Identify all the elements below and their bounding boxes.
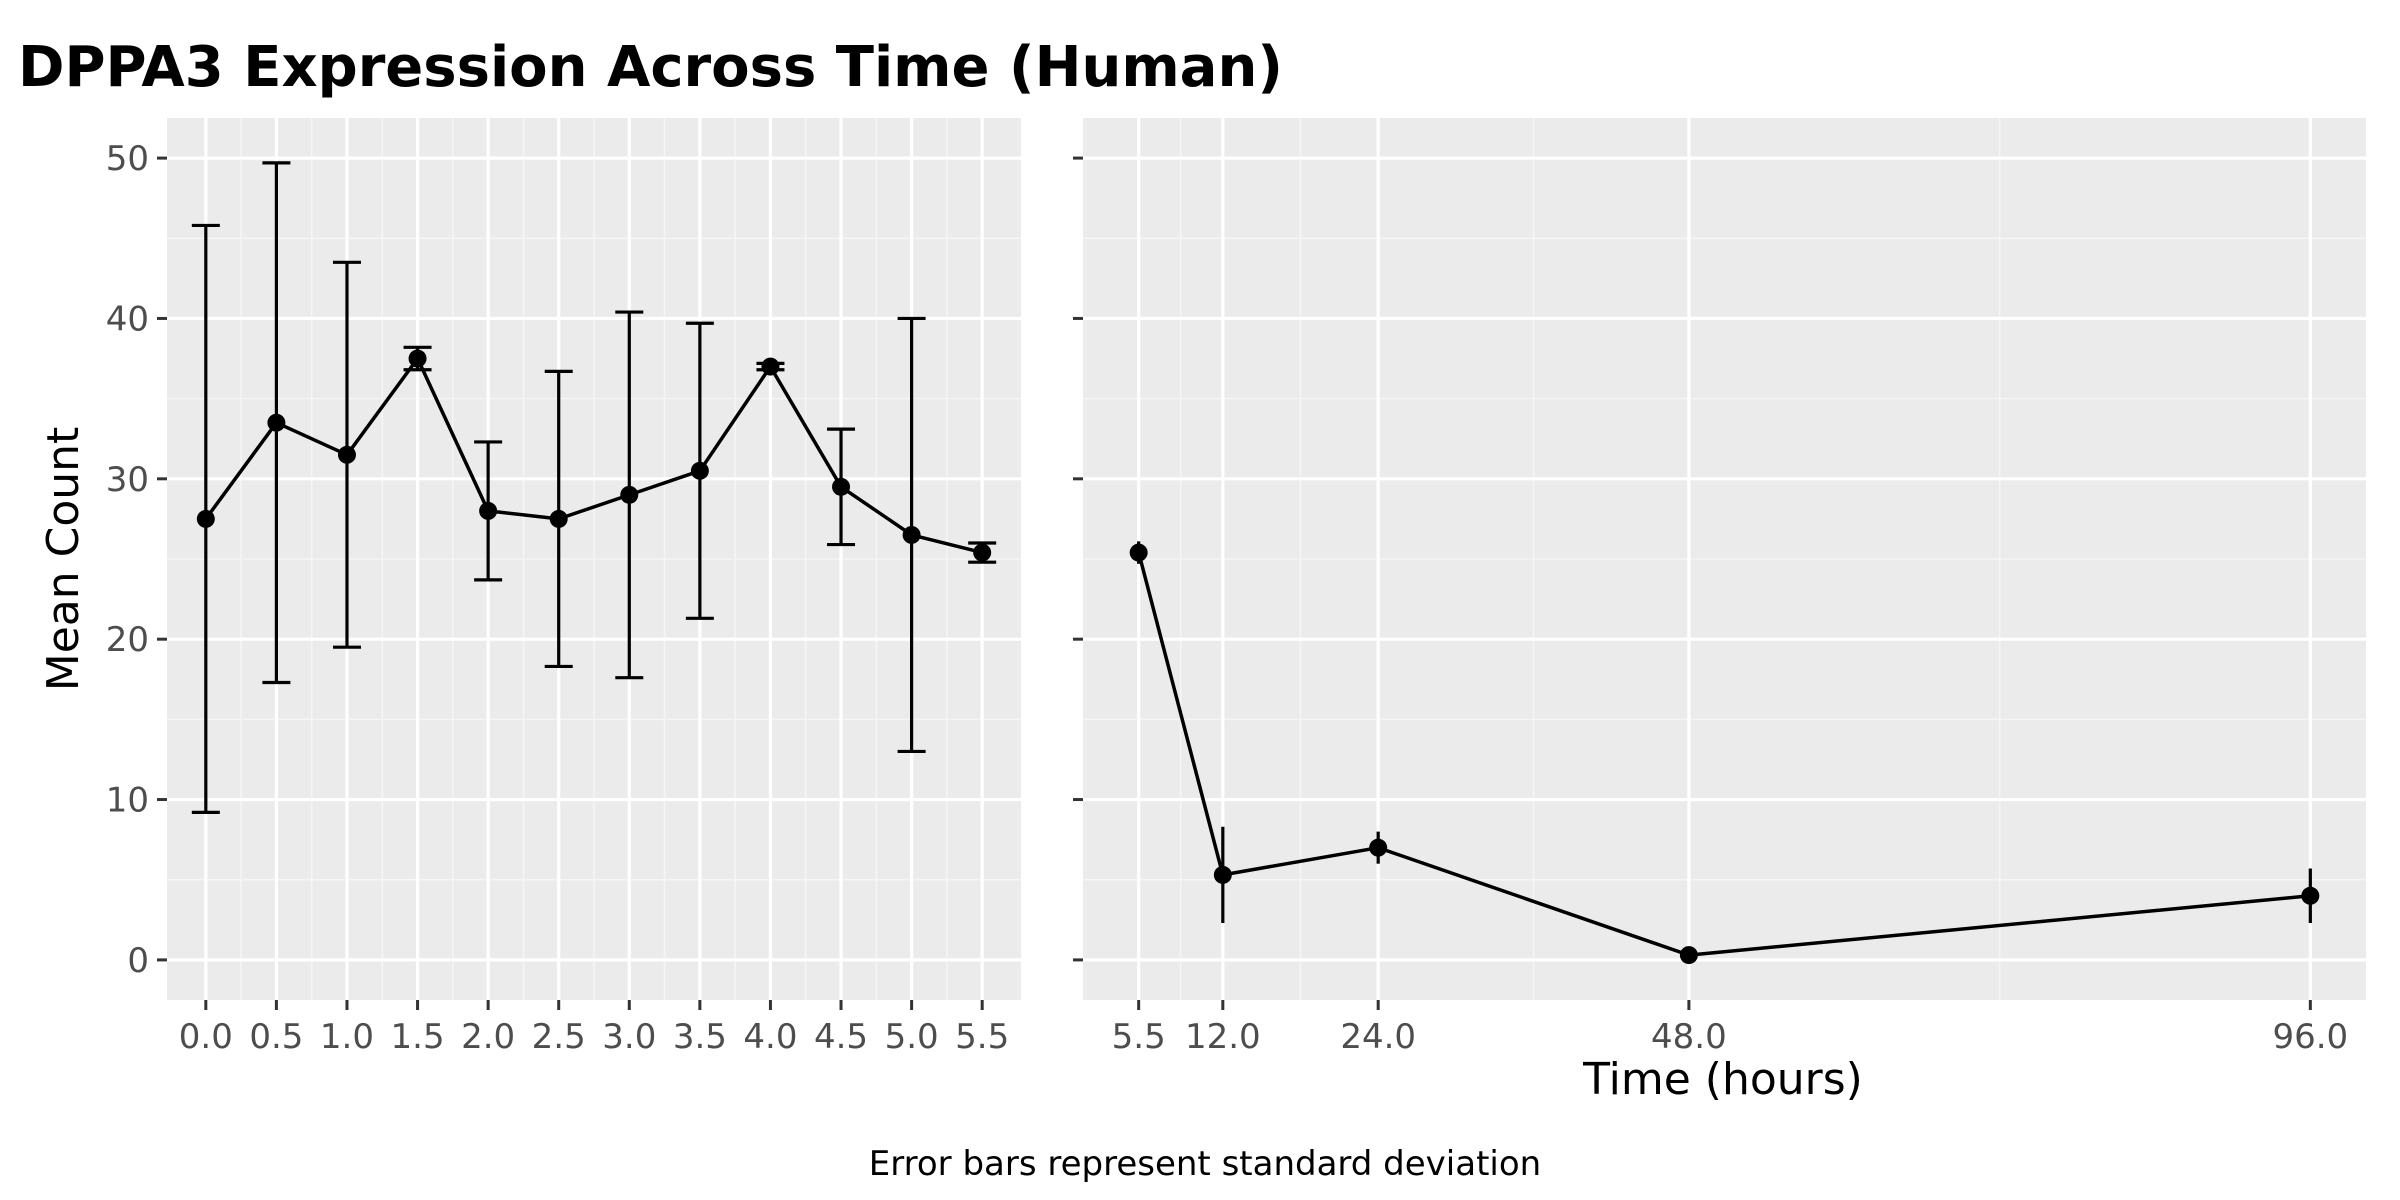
y-tick-label: 50 xyxy=(106,139,149,179)
x-tick-label: 24.0 xyxy=(1340,1017,1416,1057)
data-point xyxy=(690,461,709,480)
x-tick-label: 5.5 xyxy=(1112,1017,1166,1057)
data-point xyxy=(2301,886,2320,905)
data-point xyxy=(902,525,921,544)
chart-title: DPPA3 Expression Across Time (Human) xyxy=(18,35,1283,100)
x-tick-label: 96.0 xyxy=(2272,1017,2348,1057)
y-tick-label: 40 xyxy=(106,299,149,339)
chart-caption: Error bars represent standard deviation xyxy=(869,1144,1541,1184)
x-tick-label: 4.0 xyxy=(743,1017,797,1057)
data-point xyxy=(267,413,286,432)
data-point xyxy=(337,445,356,464)
x-tick-label: 5.5 xyxy=(955,1017,1009,1057)
data-point xyxy=(549,509,568,528)
x-axis-title: Time (hours) xyxy=(1582,1054,1863,1105)
x-tick-label: 1.0 xyxy=(320,1017,374,1057)
x-tick-label: 1.5 xyxy=(391,1017,445,1057)
y-tick-label: 10 xyxy=(106,781,149,821)
data-point xyxy=(620,485,639,504)
data-point xyxy=(832,477,851,496)
x-tick-label: 0.0 xyxy=(179,1017,233,1057)
series-line xyxy=(204,356,983,555)
data-point xyxy=(1369,838,1388,857)
y-tick-label: 20 xyxy=(106,620,149,660)
y-axis-title: Mean Count xyxy=(38,427,89,692)
x-tick-label: 3.5 xyxy=(673,1017,727,1057)
x-tick-label: 2.0 xyxy=(461,1017,515,1057)
data-point xyxy=(1213,865,1232,884)
data-point xyxy=(1679,946,1698,965)
right-panel: 5.5 12.0 24.0 48.0 96.0 xyxy=(1073,118,2366,1057)
x-tick-label: 4.5 xyxy=(814,1017,868,1057)
x-tick-label: 5.0 xyxy=(885,1017,939,1057)
y-tick-label: 0 xyxy=(127,941,149,981)
data-point xyxy=(761,357,780,376)
data-point xyxy=(196,509,215,528)
x-tick-label: 48.0 xyxy=(1651,1017,1727,1057)
data-point xyxy=(408,349,427,368)
data-point xyxy=(479,501,498,520)
data-point xyxy=(973,543,992,562)
y-tick-label: 30 xyxy=(106,460,149,500)
x-tick-label: 2.5 xyxy=(532,1017,586,1057)
left-panel: 0 10 20 30 40 50 0.0 0.5 1.0 1.5 2.0 2.5 3.0 3.5 4.0 4.… xyxy=(106,118,1021,1057)
x-tick-label: 0.5 xyxy=(249,1017,303,1057)
x-tick-label: 12.0 xyxy=(1185,1017,1261,1057)
x-tick-label: 3.0 xyxy=(602,1017,656,1057)
data-point xyxy=(1129,543,1148,562)
